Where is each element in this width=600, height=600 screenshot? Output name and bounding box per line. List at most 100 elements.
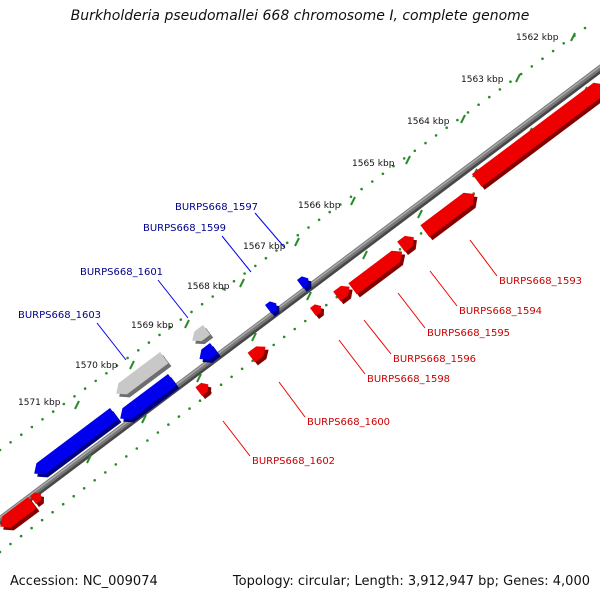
upper-guide-dot <box>477 103 480 106</box>
gene-burps668-1596 <box>333 285 353 305</box>
gene-burps668-1597-a-body <box>265 301 277 314</box>
gene-label-leader <box>397 292 426 329</box>
upper-guide-dot <box>275 249 278 252</box>
scale-tick-mark <box>515 73 521 83</box>
upper-guide-dot <box>115 364 119 367</box>
lower-guide-dot <box>82 487 86 490</box>
upper-guide-dot <box>254 264 257 268</box>
upper-guide-dot <box>264 256 268 260</box>
gene-label-leader <box>278 381 306 418</box>
upper-guide-dot <box>190 310 193 314</box>
lower-guide-dot <box>177 415 181 418</box>
scale-tick-mark <box>460 114 466 124</box>
gene-burps668-1600 <box>247 346 269 366</box>
gene-label: BURPS668_1595 <box>427 328 510 339</box>
gene-unlabeled-1-body <box>116 352 169 395</box>
lower-guide-dot <box>230 375 233 379</box>
scale-tick-mark-lower <box>362 250 368 260</box>
upper-guide-dot <box>413 149 417 153</box>
gene-burps668-1595-a <box>397 235 417 255</box>
upper-guide-dot <box>328 210 332 214</box>
gene-reverse-edge-a <box>30 492 44 507</box>
lower-guide-dot <box>72 494 75 498</box>
gene-unlabeled-2 <box>192 325 214 345</box>
upper-guide-dot <box>424 141 427 145</box>
scale-tick-mark-lower <box>251 332 257 342</box>
genome-summary-text: Topology: circular; Length: 3,912,947 bp… <box>232 574 590 589</box>
upper-guide-dot <box>51 410 55 413</box>
lower-guide-dot <box>198 399 202 403</box>
scale-ticks: 1562 kbp 1563 kbp 1564 kbp 1565 kbp 1566 kbp… <box>18 32 588 464</box>
lower-guide-dot <box>146 439 149 442</box>
upper-guide-dot <box>30 425 34 429</box>
upper-guide-dot <box>20 433 23 437</box>
gene-label-leader <box>363 319 392 355</box>
lower-guide-dot <box>30 526 33 530</box>
upper-guide-dot <box>402 157 406 160</box>
gene-burps668-1599 <box>199 343 221 363</box>
gene-burps668-1594 <box>420 192 478 241</box>
gene-label: BURPS668_1597 <box>175 202 258 213</box>
accession-text: Accession: NC_009074 <box>10 574 158 589</box>
scale-tick-label: 1565 kbp <box>352 159 395 169</box>
upper-guide-dot <box>83 387 87 390</box>
upper-guide-dot <box>456 118 459 122</box>
upper-guide-dot <box>137 349 140 352</box>
gene-label: BURPS668_1601 <box>80 267 163 278</box>
upper-guide-dot <box>9 441 12 444</box>
upper-guide-dot <box>339 203 342 206</box>
gene-burps668-1599-body <box>199 343 218 360</box>
upper-guide-dot <box>62 402 66 406</box>
upper-guide-dot <box>392 164 395 168</box>
scale-tick-mark-lower <box>141 414 147 424</box>
upper-guide-dot <box>317 218 321 222</box>
upper-guide-dot <box>41 418 44 421</box>
gene-label: BURPS668_1598 <box>367 374 450 385</box>
scale-tick-mark <box>294 237 300 247</box>
gene-burps668-1602-body <box>195 382 209 396</box>
scale-tick-mark <box>129 360 135 370</box>
lower-guide-dot <box>272 343 276 347</box>
lower-guide-dot <box>61 502 65 506</box>
scale-tick-label: 1569 kbp <box>131 321 174 331</box>
lower-guide-dot <box>240 367 244 371</box>
gene-label: BURPS668_1603 <box>18 310 101 321</box>
scale-tick-label: 1568 kbp <box>187 282 230 292</box>
scale-tick-label: 1562 kbp <box>516 33 559 43</box>
upper-guide-dot <box>222 287 225 291</box>
gene-burps668-1596-body <box>333 285 350 302</box>
upper-guide-dot <box>296 233 300 237</box>
scale-tick-mark <box>405 155 411 165</box>
gene-label: BURPS668_1593 <box>499 276 582 287</box>
upper-guide-dot <box>562 42 565 45</box>
lower-guide-dot <box>156 431 160 434</box>
lower-guide-dot <box>0 550 2 554</box>
lower-guide-dot <box>19 534 23 538</box>
scale-tick-label: 1567 kbp <box>243 242 286 252</box>
backbone-highlight <box>0 65 600 519</box>
lower-guide-dot <box>188 407 191 410</box>
scale-tick-mark <box>74 400 80 410</box>
gene-label-leader <box>429 270 458 307</box>
gene-burps668-1595-a-body <box>397 235 414 252</box>
gene-label-leader <box>157 279 189 319</box>
upper-guide-dot <box>349 195 353 199</box>
scale-tick-label: 1564 kbp <box>407 117 450 127</box>
gene-labels: BURPS668_1597 BURPS668_1599 BURPS668_1601 B… <box>18 202 582 467</box>
scale-tick-label: 1570 kbp <box>75 361 118 371</box>
upper-guide-dot <box>541 57 544 60</box>
gene-burps668-1598 <box>310 304 324 319</box>
lower-guide-dot <box>114 463 118 466</box>
gene-burps668-1597-a <box>265 301 280 317</box>
upper-guide-dot <box>530 65 534 68</box>
lower-guide-dot <box>304 319 307 323</box>
upper-guide-dot <box>243 272 246 275</box>
upper-guide-dot <box>551 49 555 53</box>
lower-guide-dot <box>125 455 128 458</box>
gene-reverse-edge-b <box>0 497 40 531</box>
upper-guide-dot <box>105 372 108 375</box>
upper-guide-dot <box>466 111 470 114</box>
gene-burps668-1598-body <box>310 304 321 316</box>
gene-burps668-1594-body <box>420 192 475 238</box>
